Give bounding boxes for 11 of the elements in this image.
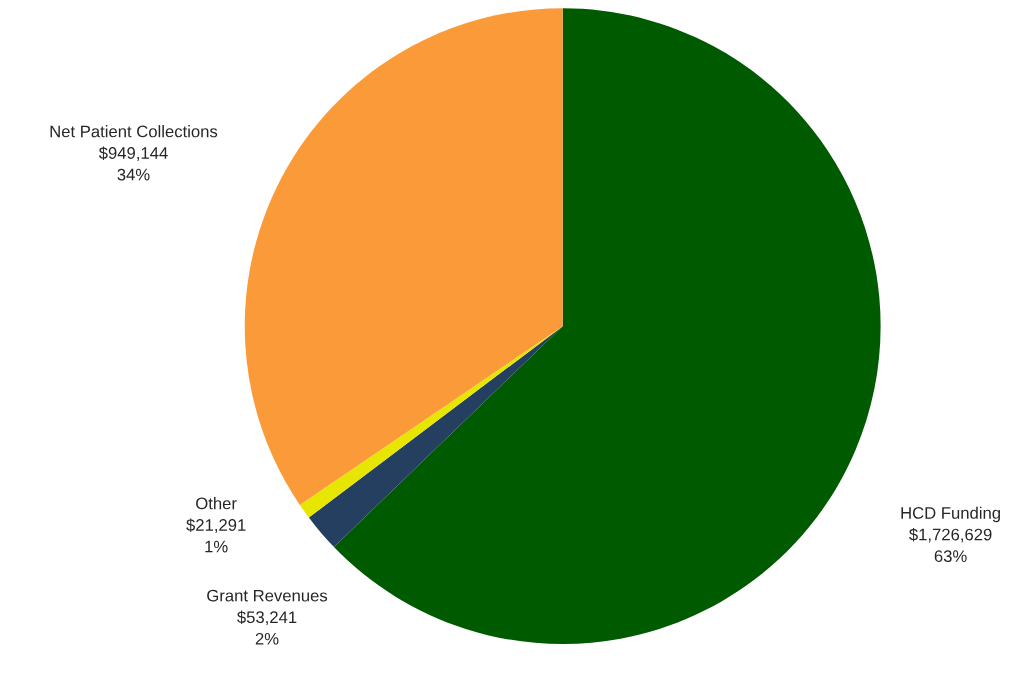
data-label: $21,291 1% — [186, 518, 246, 553]
slice-label: HCD Funding — [901, 506, 1000, 523]
pie-slice — [299, 326, 563, 518]
slice-label: Net Patient Collections — [50, 125, 218, 138]
data-label: $53,241 2% — [237, 610, 297, 645]
pie-slice — [244, 8, 563, 506]
data-label: $1,726,629 63% — [909, 527, 992, 563]
data-label: $949,144 34% — [98, 146, 168, 181]
pie-slice — [333, 8, 881, 645]
slice-label: Grant Revenues — [207, 589, 328, 602]
slice-label: Other — [196, 497, 237, 510]
